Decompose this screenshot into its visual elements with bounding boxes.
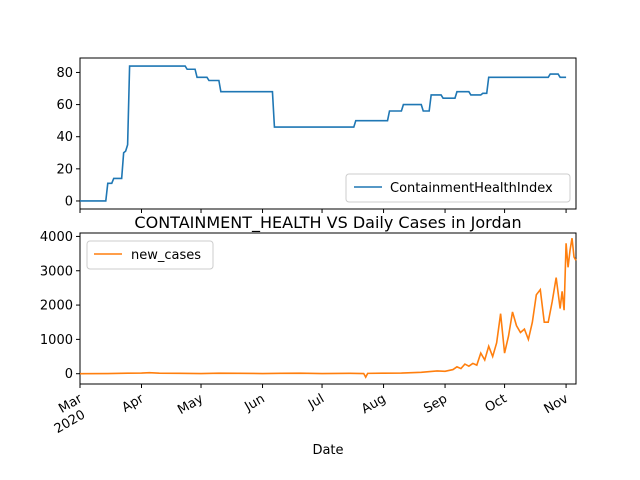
x-tick-label: Nov <box>542 391 572 417</box>
x-tick-label: Apr <box>120 391 148 416</box>
y-tick-label: 0 <box>65 194 73 209</box>
x-tick-label: May <box>175 391 206 418</box>
y-tick-label: 1000 <box>40 333 73 348</box>
y-tick-label: 20 <box>56 162 73 177</box>
x-tick-label: Oct <box>483 391 510 415</box>
x-tick-label: Sep <box>421 391 450 416</box>
containment-legend-label: ContainmentHealthIndex <box>390 181 553 196</box>
y-tick-label: 80 <box>56 66 73 81</box>
containment-health-index-line <box>80 65 567 202</box>
containment-axes: 0 20 40 60 80 ContainmentHealthIndex <box>56 57 577 213</box>
containment-axes-frame <box>79 57 577 210</box>
cases-axes: CONTAINMENT_HEALTH VS Daily Cases in Jor… <box>40 213 577 458</box>
containment-legend-box <box>345 173 571 203</box>
x-axis-label: Date <box>312 443 343 458</box>
new-cases-line <box>79 238 577 379</box>
y-tick-label: 3000 <box>40 264 73 279</box>
cases-legend: new_cases <box>86 240 214 270</box>
cases-legend-box <box>86 240 214 270</box>
x-tick-label: Jul <box>305 391 327 412</box>
x-tick-label: Aug <box>359 391 388 417</box>
containment-legend: ContainmentHealthIndex <box>345 173 571 203</box>
y-tick-label: 0 <box>65 367 73 382</box>
y-tick-label: 4000 <box>40 230 73 245</box>
cases-axes-frame <box>79 232 577 385</box>
cases-legend-label: new_cases <box>131 248 201 263</box>
x-tick-label: Jun <box>242 391 268 415</box>
y-tick-label: 60 <box>56 98 73 113</box>
y-tick-label: 2000 <box>40 299 73 314</box>
y-tick-label: 40 <box>56 130 73 145</box>
chart-title: CONTAINMENT_HEALTH VS Daily Cases in Jor… <box>134 213 521 233</box>
